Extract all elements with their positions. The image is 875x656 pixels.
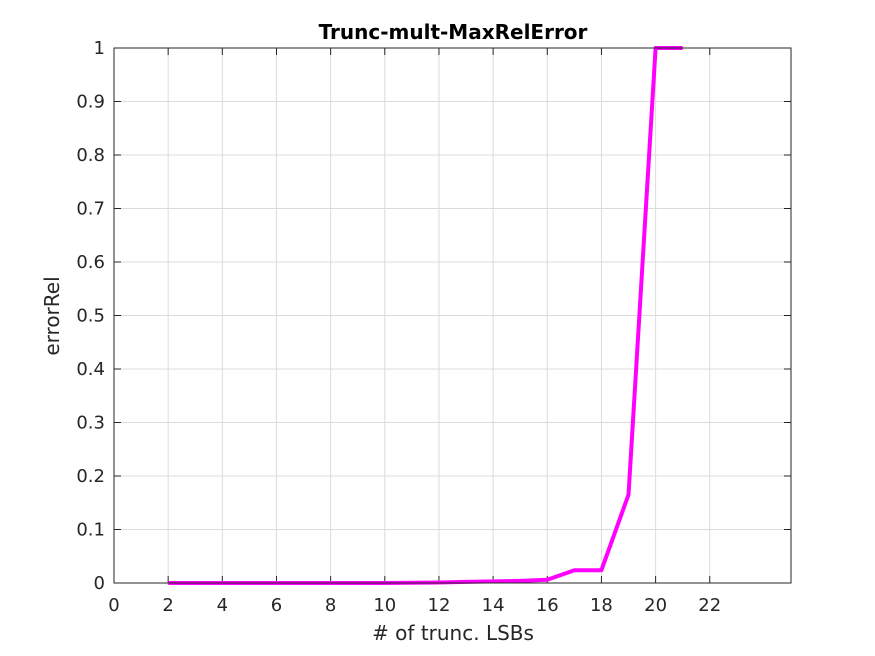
grid-lines [114, 48, 791, 583]
y-tick-label: 1 [94, 38, 105, 59]
x-tick-label: 16 [536, 595, 559, 616]
y-tick-label: 0 [94, 573, 105, 594]
y-tick-label: 0.9 [76, 92, 105, 113]
y-axis-title: errorRel [40, 276, 64, 355]
x-tick-label: 14 [482, 595, 505, 616]
x-tick-label: 8 [325, 595, 336, 616]
y-tick-label: 0.8 [76, 145, 105, 166]
chart-title: Trunc-mult-MaxRelError [319, 20, 588, 44]
x-tick-label: 6 [271, 595, 282, 616]
x-tick-label: 10 [373, 595, 396, 616]
y-tick-label: 0.4 [76, 359, 105, 380]
y-tick-label: 0.2 [76, 466, 105, 487]
plot-area [113, 46, 792, 585]
x-tick-label: 4 [217, 595, 228, 616]
x-tick-label: 18 [590, 595, 613, 616]
y-tick-label: 0.1 [76, 520, 105, 541]
y-tick-label: 0.7 [76, 199, 105, 220]
x-tick-label: 0 [108, 595, 119, 616]
x-axis-title: # of trunc. LSBs [372, 621, 534, 645]
y-tick-label: 0.6 [76, 252, 105, 273]
x-tick-labels: 0 2 4 6 8 10 12 14 16 18 20 22 [108, 595, 721, 616]
axes-box [113, 47, 792, 584]
x-tick-label: 12 [428, 595, 451, 616]
x-tick-label: 2 [162, 595, 173, 616]
y-tick-label: 0.5 [76, 306, 105, 327]
y-tick-labels: 0 0.1 0.2 0.3 0.4 0.5 0.6 0.7 0.8 0.9 1 [76, 38, 105, 594]
x-tick-label: 22 [698, 595, 721, 616]
x-tick-label: 20 [644, 595, 667, 616]
y-tick-label: 0.3 [76, 413, 105, 434]
